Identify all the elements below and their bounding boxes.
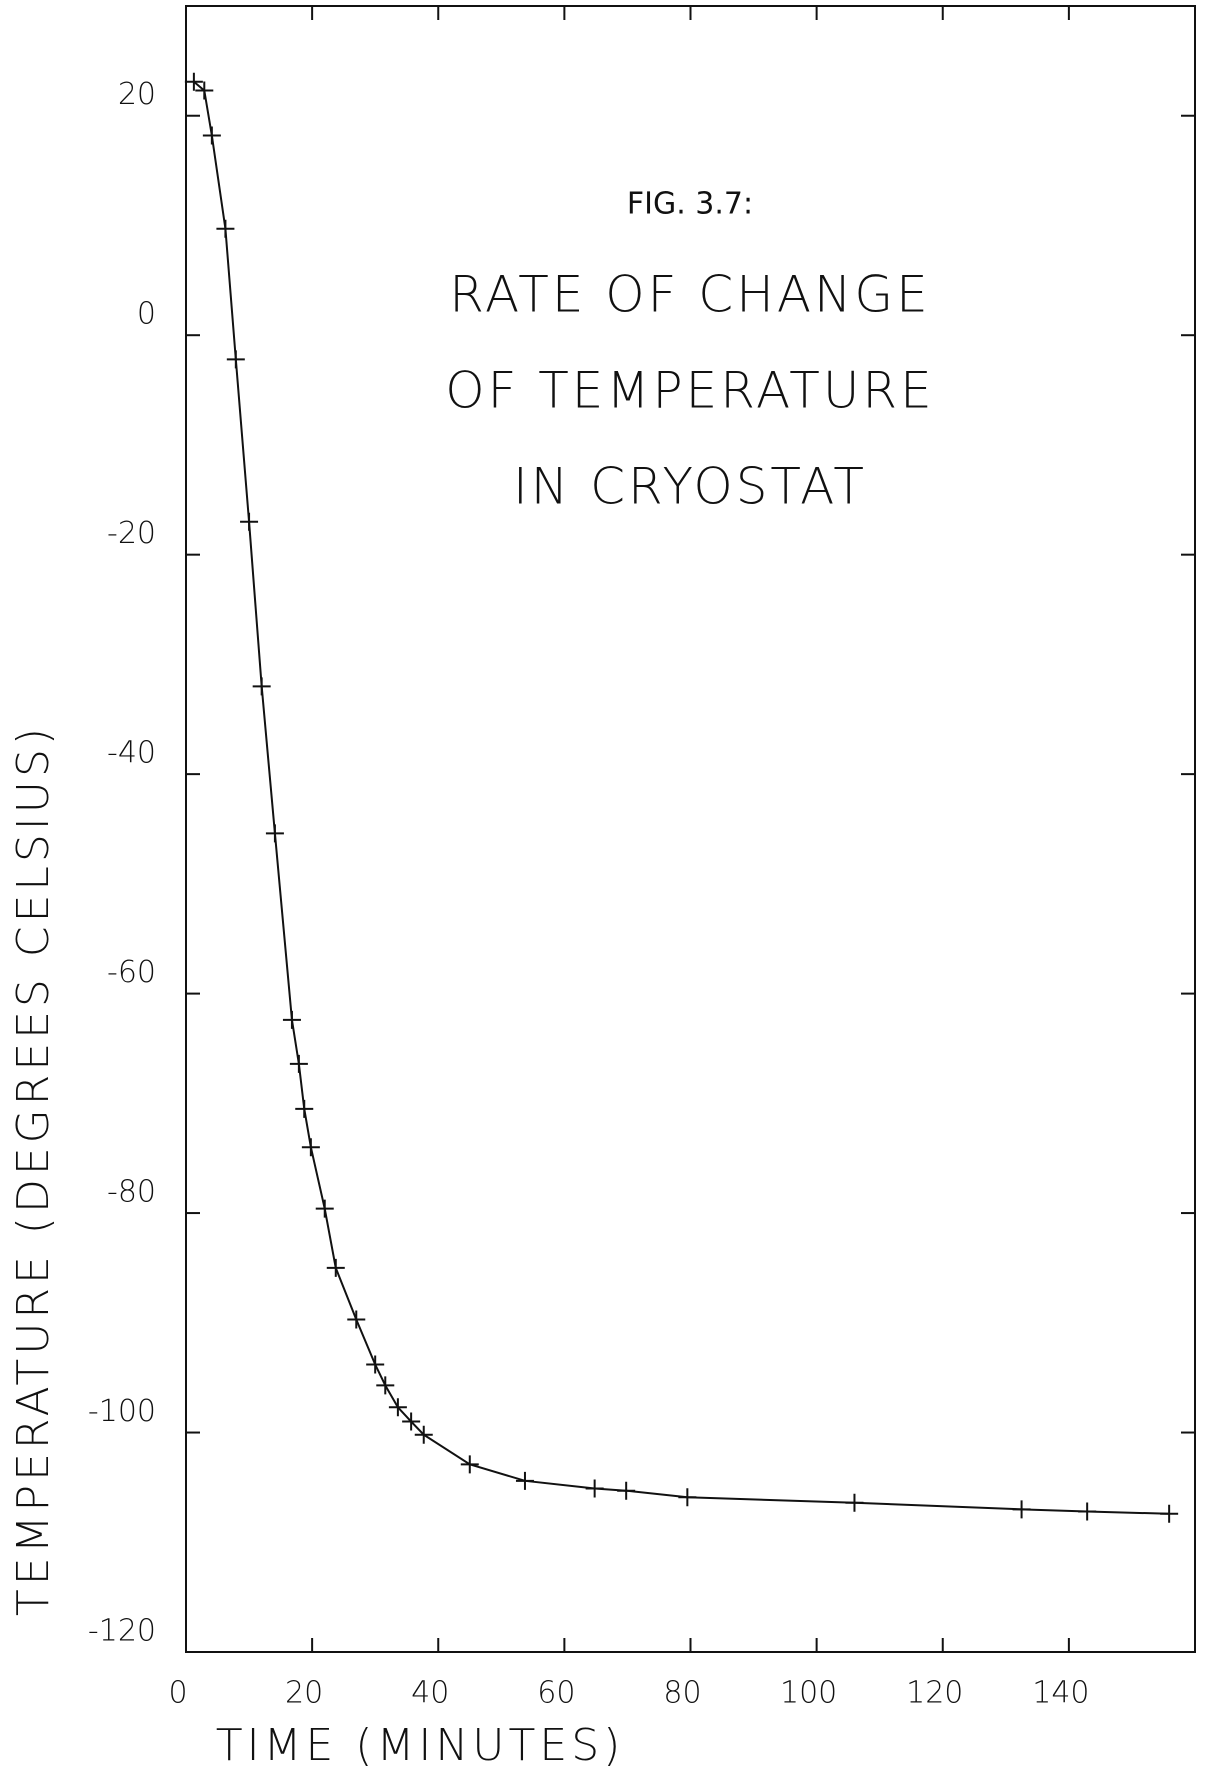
y-tick-label: -60 xyxy=(107,955,156,990)
x-tick-label: 80 xyxy=(663,1676,701,1711)
cross-marker xyxy=(1012,1500,1031,1519)
cross-marker xyxy=(252,677,271,696)
cross-marker xyxy=(617,1481,636,1500)
y-tick-label: 0 xyxy=(137,297,156,332)
x-tick-label: 40 xyxy=(411,1676,449,1711)
y-axis-label: TEMPERATURE (DEGREES CELSIUS) xyxy=(8,724,59,1616)
annotation: IN CRYOSTAT xyxy=(513,458,867,516)
cross-marker xyxy=(282,1010,301,1029)
cross-marker xyxy=(366,1355,385,1374)
x-tick-label: 20 xyxy=(285,1676,323,1711)
cross-marker xyxy=(515,1471,534,1490)
cross-marker xyxy=(295,1099,314,1118)
y-tick-label: -40 xyxy=(107,736,156,771)
cross-marker xyxy=(226,350,245,369)
x-tick-label: 120 xyxy=(906,1676,963,1711)
cross-marker xyxy=(216,219,235,238)
cross-marker xyxy=(240,512,259,531)
y-tick-label: 20 xyxy=(118,77,156,112)
cross-marker xyxy=(376,1376,395,1395)
cross-marker xyxy=(460,1455,479,1474)
cross-marker xyxy=(585,1479,604,1498)
cross-marker xyxy=(301,1138,320,1157)
cross-marker xyxy=(1160,1504,1179,1523)
x-tick-label: 0 xyxy=(168,1676,187,1711)
annotation: RATE OF CHANGE xyxy=(449,266,931,324)
y-tick-label: -80 xyxy=(107,1175,156,1210)
x-tick-label: 100 xyxy=(780,1676,837,1711)
cross-marker xyxy=(678,1488,697,1507)
x-axis-label: TIME (MINUTES) xyxy=(216,1720,625,1771)
y-tick-label: -100 xyxy=(88,1394,156,1429)
cross-marker xyxy=(845,1493,864,1512)
y-tick-label: -20 xyxy=(107,516,156,551)
x-tick-label: 60 xyxy=(537,1676,575,1711)
cross-marker xyxy=(326,1258,345,1277)
figure-number: FIG. 3.7: xyxy=(627,187,753,222)
cross-marker xyxy=(289,1054,308,1073)
cross-marker xyxy=(315,1199,334,1218)
cross-marker xyxy=(347,1310,366,1329)
cross-marker xyxy=(388,1398,407,1417)
plot-frame xyxy=(185,5,1196,1653)
cross-marker xyxy=(1078,1502,1097,1521)
annotation: OF TEMPERATURE xyxy=(445,362,935,420)
cross-marker xyxy=(414,1425,433,1444)
cross-marker xyxy=(184,72,203,91)
y-tick-label: -120 xyxy=(88,1614,156,1649)
cross-marker xyxy=(202,126,221,145)
cross-marker xyxy=(402,1412,421,1431)
cross-marker xyxy=(265,824,284,843)
cross-marker xyxy=(195,81,214,100)
x-tick-label: 140 xyxy=(1032,1676,1089,1711)
